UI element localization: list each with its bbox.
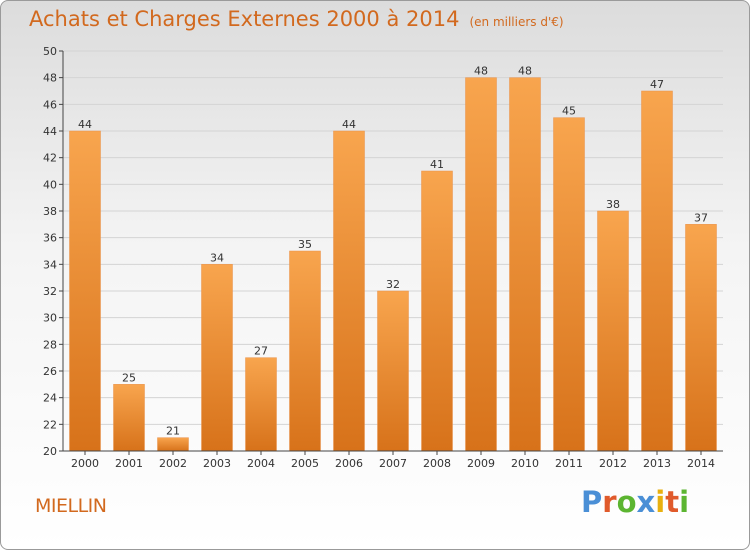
y-tick-label: 36 [43, 232, 57, 245]
logo-letter: x [636, 485, 656, 519]
city-name: MIELLIN [35, 495, 107, 517]
axes: 20 22 24 26 28 30 32 34 36 38 40 42 44 46 48 50 2000 2001… [43, 45, 723, 470]
y-tick-label: 34 [43, 258, 57, 271]
bar-2009 [465, 77, 497, 452]
y-tick-label: 44 [43, 125, 57, 138]
bar-value-label: 48 [518, 65, 532, 78]
bar-value-label: 44 [78, 118, 92, 131]
bar-2014 [685, 224, 717, 452]
x-tick-label: 2010 [511, 457, 539, 470]
bar-value-label: 38 [606, 198, 620, 211]
bar-2006 [333, 130, 365, 452]
proxiti-logo[interactable]: Proxiti [581, 485, 689, 519]
bar-value-label: 48 [474, 65, 488, 78]
bar-2003 [201, 264, 233, 452]
x-tick-label: 2004 [247, 457, 275, 470]
y-tick-label: 24 [43, 392, 57, 405]
y-tick-label: 42 [43, 152, 57, 165]
bar-2010 [509, 77, 541, 452]
y-tick-label: 30 [43, 312, 57, 325]
logo-letter: i [679, 485, 690, 519]
bar-value-label: 47 [650, 78, 664, 91]
bar-value-label: 25 [122, 371, 136, 384]
logo-letter: r [602, 485, 617, 519]
y-tick-label: 28 [43, 338, 57, 351]
bar-2004 [245, 357, 277, 452]
bar-value-label: 41 [430, 158, 444, 171]
y-tick-label: 50 [43, 45, 57, 58]
bar-2002 [157, 437, 189, 452]
logo-letter: t [665, 485, 680, 519]
x-tick-label: 2003 [203, 457, 231, 470]
x-tick-label: 2000 [71, 457, 99, 470]
x-tick-label: 2007 [379, 457, 407, 470]
bar-2013 [641, 90, 673, 452]
bar-value-label: 44 [342, 118, 356, 131]
y-tick-label: 20 [43, 445, 57, 458]
bar-2012 [597, 210, 629, 452]
bar-2008 [421, 170, 453, 452]
x-tick-label: 2011 [555, 457, 583, 470]
bar-2007 [377, 290, 409, 452]
logo-letter: i [655, 485, 666, 519]
x-tick-label: 2013 [643, 457, 671, 470]
bar-value-label: 45 [562, 105, 576, 118]
bar-value-label: 32 [386, 278, 400, 291]
x-tick-label: 2002 [159, 457, 187, 470]
y-tick-label: 38 [43, 205, 57, 218]
logo-letter: P [581, 485, 603, 519]
bar-2000 [69, 130, 101, 452]
x-tick-label: 2014 [687, 457, 715, 470]
bar-value-label: 34 [210, 251, 224, 264]
x-tick-label: 2009 [467, 457, 495, 470]
bar-2011 [553, 117, 585, 452]
title-text: Achats et Charges Externes 2000 à 2014 [29, 7, 460, 31]
logo-letter: o [616, 485, 637, 519]
x-tick-label: 2006 [335, 457, 363, 470]
y-tick-label: 40 [43, 178, 57, 191]
bar-value-label: 37 [694, 211, 708, 224]
x-tick-label: 2005 [291, 457, 319, 470]
x-tick-label: 2008 [423, 457, 451, 470]
bar-2005 [289, 250, 321, 452]
bars: 44 25 21 34 27 35 44 32 41 48 48 45 38 47 37 [69, 65, 717, 452]
title-unit: (en milliers d'€) [469, 15, 564, 29]
x-tick-label: 2012 [599, 457, 627, 470]
bar-value-label: 35 [298, 238, 312, 251]
y-tick-label: 26 [43, 365, 57, 378]
y-tick-label: 48 [43, 72, 57, 85]
bar-value-label: 27 [254, 345, 268, 358]
bar-2001 [113, 384, 145, 452]
y-tick-label: 46 [43, 98, 57, 111]
bar-value-label: 21 [166, 425, 180, 438]
y-tick-label: 32 [43, 285, 57, 298]
x-tick-label: 2001 [115, 457, 143, 470]
y-tick-label: 22 [43, 418, 57, 431]
chart-title: Achats et Charges Externes 2000 à 2014 (e… [29, 7, 564, 31]
